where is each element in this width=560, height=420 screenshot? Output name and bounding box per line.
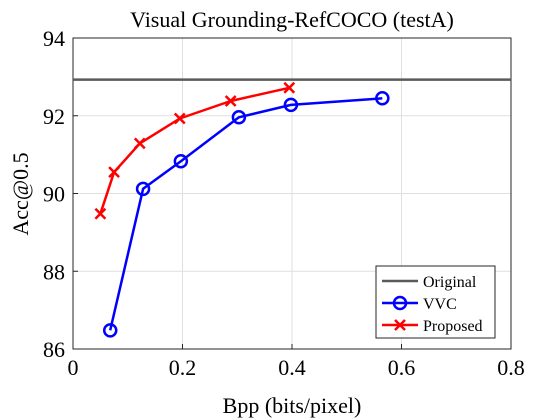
x-tick-label: 0.6 bbox=[388, 355, 416, 380]
legend-marker-proposed bbox=[394, 319, 406, 331]
legend-entry-original: Original bbox=[423, 274, 477, 291]
x-tick-label: 0.8 bbox=[497, 355, 525, 380]
legend-marker-vvc bbox=[392, 295, 408, 311]
legend: Original VVC Proposed bbox=[375, 265, 496, 339]
data-point-proposed bbox=[283, 81, 296, 94]
data-point-vvc bbox=[375, 91, 390, 106]
data-point-vvc bbox=[173, 153, 189, 169]
data-point-vvc bbox=[283, 97, 299, 113]
x-tick-label: 0.4 bbox=[278, 355, 306, 380]
ticks: 0 0.2 0.4 0.6 0.8 86 88 90 92 94 bbox=[43, 26, 525, 380]
data-point-proposed bbox=[94, 207, 107, 220]
x-tick-label: 0.2 bbox=[169, 355, 197, 380]
legend-entry-proposed: Proposed bbox=[423, 318, 483, 335]
data-point-proposed bbox=[173, 112, 186, 125]
series-line-proposed bbox=[99, 86, 290, 215]
y-tick-label: 86 bbox=[43, 337, 65, 362]
data-point-vvc bbox=[135, 181, 151, 197]
x-tick-label: 0 bbox=[68, 355, 79, 380]
chart-title: Visual Grounding-RefCOCO (testA) bbox=[130, 7, 454, 32]
data-point-vvc bbox=[102, 323, 118, 338]
data-point-proposed bbox=[224, 95, 237, 107]
data-point-proposed bbox=[108, 166, 120, 179]
x-axis-label: Bpp (bits/pixel) bbox=[223, 393, 362, 418]
y-axis-label: Acc@0.5 bbox=[8, 152, 33, 235]
y-tick-label: 90 bbox=[43, 182, 65, 207]
series-layer bbox=[73, 78, 511, 338]
data-point-proposed bbox=[133, 137, 146, 150]
series-line-vvc bbox=[108, 97, 383, 331]
y-tick-label: 94 bbox=[43, 26, 65, 51]
data-point-vvc bbox=[231, 110, 247, 125]
legend-entry-vvc: VVC bbox=[423, 296, 457, 313]
y-tick-label: 88 bbox=[43, 259, 65, 284]
y-tick-label: 92 bbox=[43, 104, 65, 129]
